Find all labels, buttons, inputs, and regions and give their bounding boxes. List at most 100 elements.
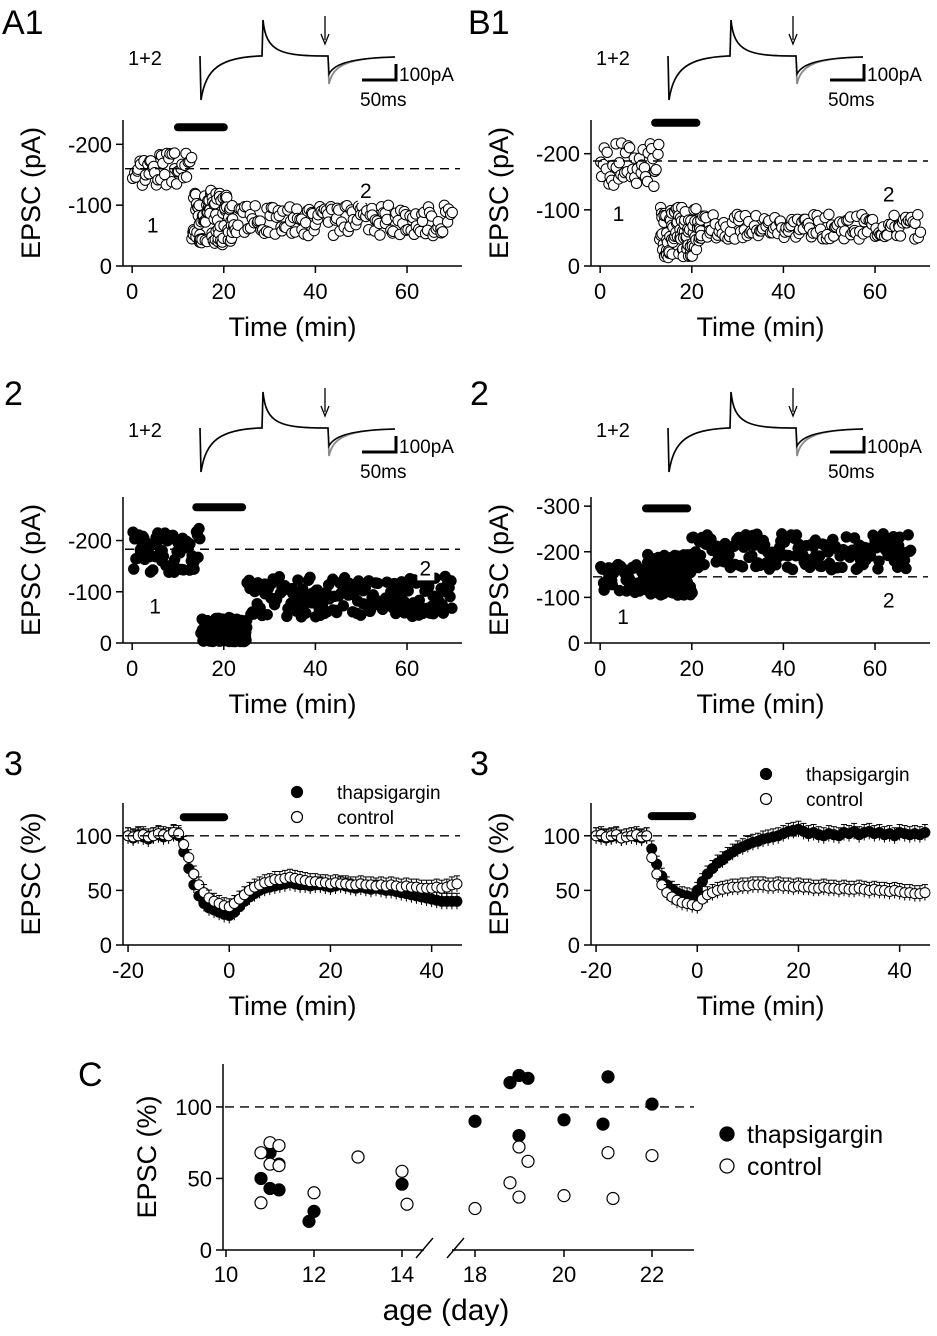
x-tick-label-A1: 0 xyxy=(126,279,138,304)
down-arrow-head-icon xyxy=(788,33,798,46)
data-point xyxy=(888,209,900,222)
epsc-trace-A2: 1+2 100pA 50ms xyxy=(128,388,454,483)
data-point xyxy=(445,575,457,587)
scale-current-label: 100pA xyxy=(399,437,454,458)
data-point xyxy=(180,171,193,183)
y-tick-label-A1: -100 xyxy=(68,193,112,218)
data-point-control xyxy=(468,1201,482,1216)
y-tick-label-A2: 0 xyxy=(100,631,112,656)
scale-bar xyxy=(830,436,866,454)
data-point xyxy=(613,156,625,169)
data-point-thapsigargin xyxy=(272,1183,286,1197)
x-axis-title-B2: Time (min) xyxy=(697,689,825,719)
data-point-thapsigargin xyxy=(557,1113,571,1127)
data-point xyxy=(413,594,425,606)
data-point xyxy=(902,529,914,541)
y-tick-label-B1: 0 xyxy=(568,254,580,279)
data-point xyxy=(194,532,206,545)
data-point xyxy=(606,579,618,591)
data-point xyxy=(261,608,273,621)
x-tick-label-B3: -20 xyxy=(580,958,612,983)
x-tick-label-B3: 0 xyxy=(691,958,703,983)
data-point xyxy=(823,208,835,221)
data-point xyxy=(168,147,181,159)
x-tick-label-B3: 20 xyxy=(786,958,810,983)
data-point xyxy=(790,529,803,541)
y-axis-title-B3: EPSC (%) xyxy=(484,812,514,935)
data-point xyxy=(423,580,435,593)
data-point xyxy=(698,558,710,571)
data-point xyxy=(402,585,414,597)
scale-time-label: 50ms xyxy=(828,90,874,111)
annotation-bg xyxy=(610,202,628,227)
annotation-label: 1 xyxy=(613,203,625,226)
data-point xyxy=(297,583,309,595)
y-tick-label-A2: -100 xyxy=(68,580,112,605)
x-tick-label-A3: 40 xyxy=(419,958,443,983)
data-point xyxy=(157,550,170,563)
x-axis-title-B3: Time (min) xyxy=(697,991,825,1021)
y-tick-label-A1: -200 xyxy=(68,132,112,157)
data-point xyxy=(900,562,912,575)
data-point xyxy=(147,564,159,576)
data-point-control xyxy=(254,1146,268,1160)
legend-label-control: control xyxy=(337,808,394,829)
x-tick-label-C: 22 xyxy=(640,1262,664,1287)
data-point xyxy=(914,226,927,238)
panel-label-b1: B1 xyxy=(468,4,510,42)
data-point-control xyxy=(183,852,195,864)
annotation-bg xyxy=(880,182,898,207)
x-tick-label-B1: 20 xyxy=(680,279,704,304)
x-tick-label-B2: 0 xyxy=(594,656,606,681)
x-tick-label-B2: 60 xyxy=(863,656,887,681)
down-arrow-head-icon xyxy=(788,405,798,418)
data-point xyxy=(300,607,312,619)
data-point-thapsigargin xyxy=(512,1128,526,1143)
data-point-control xyxy=(351,1150,365,1164)
trace-gray xyxy=(199,19,396,101)
panel-label-b2: 2 xyxy=(470,375,489,413)
x-tick-label-A2: 0 xyxy=(126,656,138,681)
data-point xyxy=(746,549,758,562)
trace-label: 1+2 xyxy=(128,48,162,70)
annotation-bg xyxy=(357,178,375,203)
trace-gray xyxy=(667,391,864,473)
data-point-thapsigargin xyxy=(302,1214,316,1228)
epsc-trace-A1: 1+2 100pA 50ms xyxy=(128,16,454,111)
data-point xyxy=(648,180,660,193)
data-point-control xyxy=(173,828,185,840)
data-point-thapsigargin xyxy=(596,1117,610,1131)
x-tick-label-A1: 40 xyxy=(303,279,327,304)
down-arrow-head-icon xyxy=(320,33,330,46)
annotation-label: 2 xyxy=(420,557,432,580)
scale-bar xyxy=(830,64,866,82)
data-point-control xyxy=(272,1138,286,1153)
annotation-bg xyxy=(615,604,633,629)
y-tick-label-B2: -100 xyxy=(536,585,580,610)
y-tick-label-B3: 100 xyxy=(543,824,580,849)
data-point xyxy=(836,561,848,574)
data-point xyxy=(623,141,636,154)
x-tick-label-B1: 0 xyxy=(594,279,606,304)
annotation-label: 2 xyxy=(360,180,372,203)
data-point-control xyxy=(512,1190,526,1204)
data-point xyxy=(249,200,261,212)
data-point-thapsigargin xyxy=(451,895,463,907)
data-point xyxy=(652,148,664,160)
data-point-control xyxy=(512,1140,526,1154)
trace-gray xyxy=(667,19,864,101)
data-point xyxy=(184,538,196,550)
data-point xyxy=(304,571,316,584)
panel-label-c: C xyxy=(78,1056,103,1094)
y-tick-label-B2: 0 xyxy=(568,631,580,656)
x-tick-label-A2: 20 xyxy=(212,656,236,681)
data-point xyxy=(372,577,384,590)
data-point xyxy=(904,544,917,557)
y-tick-label-A3: 50 xyxy=(88,878,112,903)
trace-black xyxy=(199,19,396,101)
y-tick-label-B1: -200 xyxy=(536,142,580,167)
data-point xyxy=(185,151,198,164)
scale-time-label: 50ms xyxy=(828,462,874,483)
trace-gray xyxy=(199,391,396,473)
